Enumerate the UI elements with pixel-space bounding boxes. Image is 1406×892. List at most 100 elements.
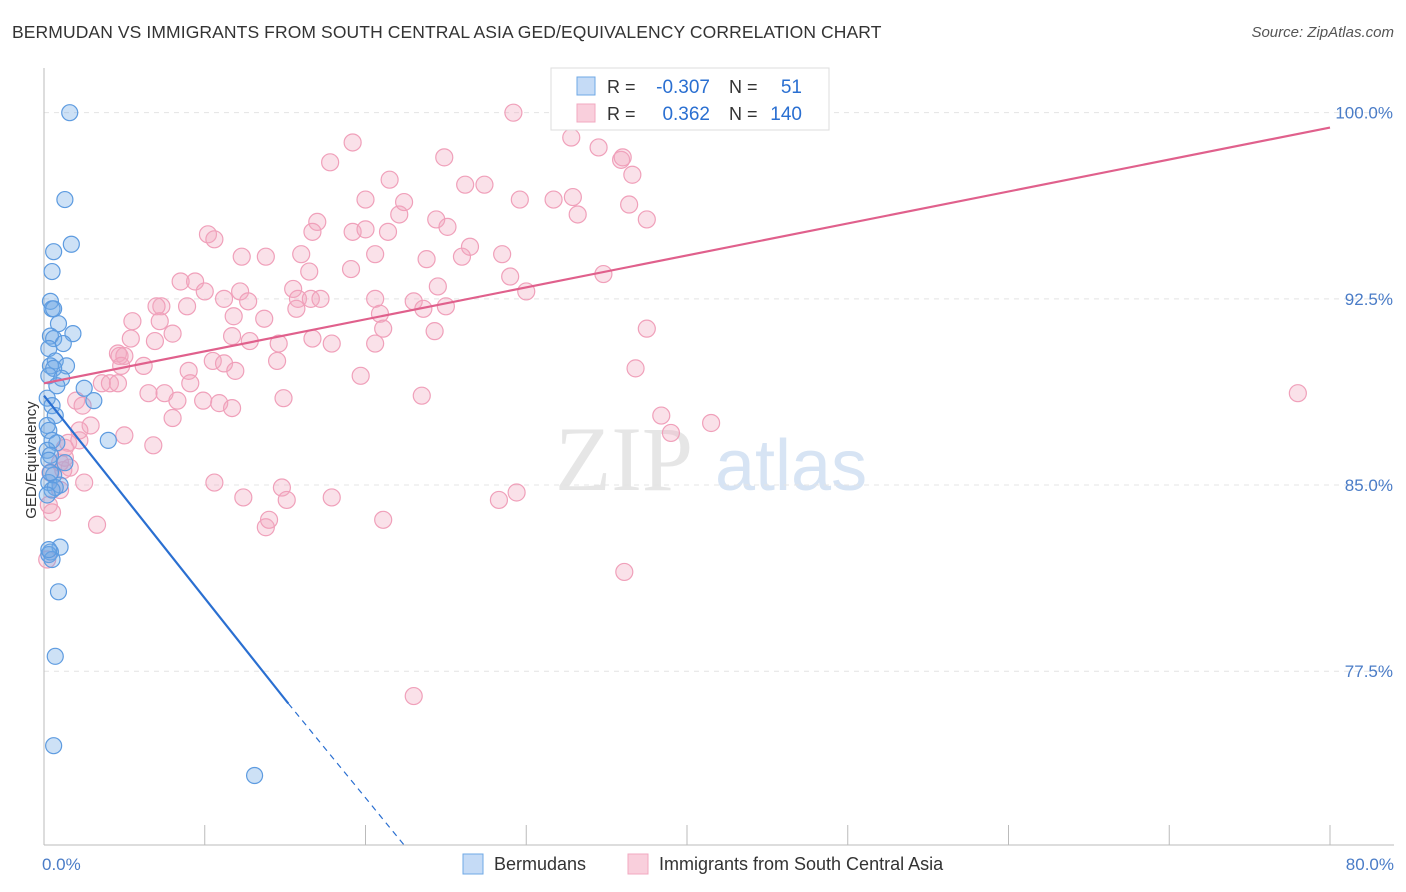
immigrants-point-20: [308, 212, 327, 232]
immigrants-point-52: [301, 289, 320, 308]
bermudans-point-23: [85, 392, 103, 410]
immigrants-point-60: [287, 299, 306, 318]
legend-swatch-immigrants: [627, 853, 649, 875]
immigrants-point-24: [378, 222, 398, 241]
bermudans-point-2: [62, 235, 80, 253]
immigrants-point-84: [267, 351, 287, 371]
immigrants-point-124: [489, 490, 509, 510]
immigrants-point-69: [637, 319, 656, 338]
y-axis-label: GED/Equivalency: [23, 401, 40, 519]
stats-r-label-pink: R =: [607, 104, 636, 124]
immigrants-point-29: [205, 230, 224, 249]
immigrants-point-119: [75, 473, 94, 492]
bermudans-point-21: [75, 379, 93, 397]
immigrants-point-57: [177, 297, 197, 316]
immigrants-point-39: [341, 259, 361, 279]
bermudans-point-3: [45, 243, 63, 261]
immigrants-point-108: [163, 408, 182, 428]
bermudans-point-11: [45, 329, 63, 348]
bermudans-point-34: [56, 454, 74, 472]
immigrants-point-133: [615, 562, 634, 582]
bermudans-point-44: [43, 550, 61, 569]
immigrants-point-90: [351, 366, 370, 385]
immigrants-point-137: [42, 503, 62, 522]
watermark-atlas: atlas: [715, 426, 867, 506]
immigrants-point-14: [563, 187, 582, 207]
y-tick-label-3: 77.5%: [1345, 662, 1393, 681]
immigrants-point-76: [303, 329, 322, 348]
immigrants-point-37: [493, 245, 512, 264]
watermark-zip: ZIP: [555, 408, 693, 510]
immigrants-point-86: [134, 356, 153, 375]
immigrants-point-64: [255, 309, 274, 328]
stats-legend: R = -0.307 N = 51 R = 0.362 N = 140: [550, 67, 830, 131]
bermudans-point-47: [45, 737, 63, 755]
immigrants-point-63: [224, 307, 243, 326]
immigrants-point-107: [81, 416, 100, 435]
immigrants-point-3: [343, 133, 362, 152]
immigrants-point-78: [366, 334, 385, 353]
x-tick-label-1: 80.0%: [1346, 855, 1394, 874]
y-tick-label-2: 85.0%: [1345, 476, 1393, 495]
bermudans-point-48: [245, 766, 264, 785]
immigrants-point-98: [194, 391, 213, 410]
immigrants-point-34: [417, 250, 436, 269]
immigrants-point-1: [589, 138, 608, 157]
bermudans-point-43: [40, 545, 58, 564]
immigrants-trend-line: [43, 126, 1331, 385]
immigrants-point-36: [460, 237, 480, 256]
legend-label-immigrants: Immigrants from South Central Asia: [659, 854, 944, 874]
immigrants-point-50: [239, 292, 258, 311]
immigrants-point-123: [322, 488, 341, 507]
immigrants-point-0: [504, 103, 523, 122]
immigrants-point-122: [277, 490, 296, 510]
bermudans-point-12: [54, 334, 72, 353]
immigrants-point-101: [274, 389, 293, 408]
immigrants-point-33: [256, 247, 275, 266]
bermudans-point-4: [43, 262, 61, 281]
stats-r-value-blue: -0.307: [656, 77, 710, 98]
legend-swatch-bermudans: [462, 853, 484, 875]
immigrants-point-82: [203, 351, 222, 371]
stats-r-label-blue: R =: [607, 77, 636, 97]
stats-n-label-blue: N =: [729, 77, 758, 97]
immigrants-point-95: [139, 384, 158, 403]
immigrants-point-65: [123, 312, 142, 331]
stats-n-value-blue: 51: [781, 77, 802, 98]
immigrants-point-49: [214, 289, 234, 308]
immigrants-point-58: [147, 297, 166, 316]
immigrants-point-71: [222, 327, 242, 346]
immigrants-point-12: [510, 190, 529, 209]
y-tick-labels: 100.0% 92.5% 85.0% 77.5%: [1335, 104, 1393, 682]
bermudans-point-7: [45, 300, 63, 318]
immigrants-point-120: [234, 488, 253, 507]
immigrants-point-44: [428, 277, 447, 296]
immigrants-point-42: [171, 272, 190, 291]
immigrants-point-11: [623, 165, 642, 184]
immigrants-point-104: [73, 396, 92, 415]
immigrants-point-105: [652, 406, 671, 425]
bermudans-point-40: [38, 486, 56, 504]
immigrants-point-132: [374, 510, 393, 529]
immigrants-point-5: [435, 148, 454, 167]
immigrants-point-8: [380, 170, 399, 189]
immigrants-point-70: [163, 324, 182, 343]
immigrants-point-111: [144, 436, 163, 455]
bermudans-point-46: [46, 647, 64, 665]
immigrants-point-43: [186, 272, 205, 291]
immigrants-point-2: [562, 128, 581, 147]
immigrants-point-109: [661, 423, 681, 443]
immigrants-point-97: [168, 391, 187, 410]
immigrants-point-10: [475, 175, 494, 194]
immigrants-point-59: [436, 297, 455, 316]
trend-lines: [43, 126, 1331, 846]
immigrants-point-53: [311, 289, 330, 308]
x-ticks: [43, 825, 1331, 845]
immigrants-point-88: [226, 361, 245, 380]
immigrants-point-9: [456, 175, 475, 194]
immigrants-point-139: [70, 421, 89, 440]
immigrants-point-27: [637, 210, 656, 229]
bermudans-point-27: [40, 421, 58, 440]
immigrants-point-61: [370, 304, 390, 323]
